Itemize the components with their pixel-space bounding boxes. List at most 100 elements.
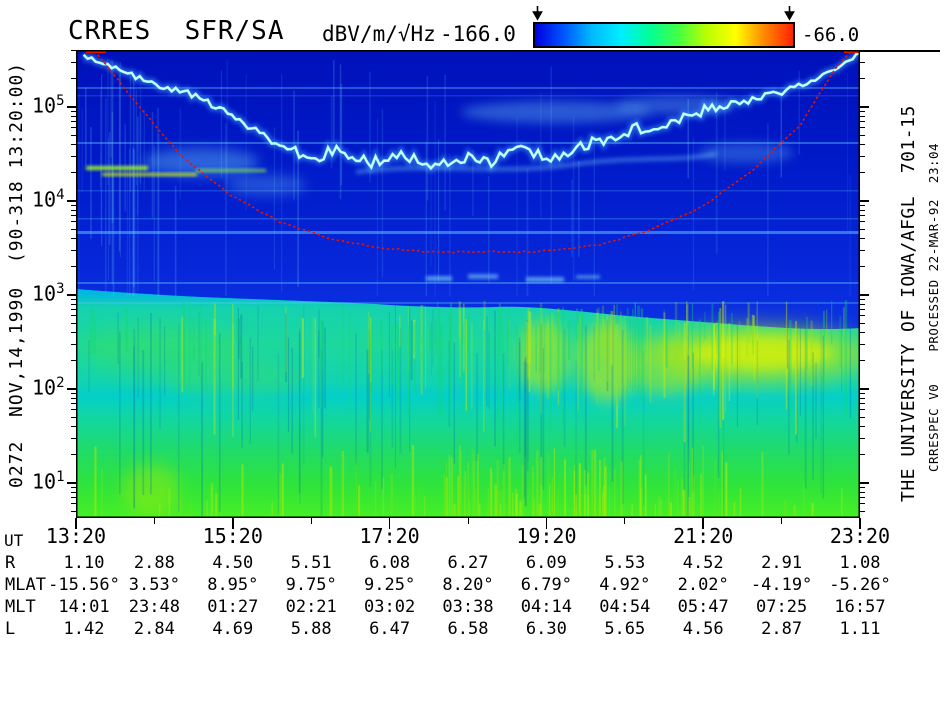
ephemeris-value: 2.88 xyxy=(133,553,175,573)
ephemeris-value: 07:25 xyxy=(756,597,808,617)
y-major-tick xyxy=(860,388,869,390)
y-major-tick xyxy=(67,294,76,296)
y-axis-tick-label: 105 xyxy=(32,93,65,118)
y-minor-tick xyxy=(860,503,865,505)
y-minor-tick xyxy=(71,228,76,230)
y-minor-tick xyxy=(860,78,865,80)
y-minor-tick xyxy=(860,437,865,439)
y-minor-tick xyxy=(860,155,865,157)
y-minor-tick xyxy=(71,343,76,345)
ephemeris-value: 4.69 xyxy=(212,619,254,639)
y-minor-tick xyxy=(71,454,76,456)
ephemeris-value: 3.53° xyxy=(128,575,180,595)
y-minor-tick xyxy=(71,221,76,223)
y-major-tick xyxy=(860,294,869,296)
y-minor-tick xyxy=(860,121,865,123)
x-major-tick xyxy=(859,518,861,529)
y-minor-tick xyxy=(71,303,76,305)
ephemeris-value: 04:14 xyxy=(520,597,572,617)
y-minor-tick xyxy=(71,49,76,51)
upper-striation-texture xyxy=(78,58,860,296)
plot-frame xyxy=(76,50,860,518)
y-axis-tick-label: 102 xyxy=(32,375,65,400)
ephemeris-value: 1.42 xyxy=(63,619,105,639)
y-minor-tick xyxy=(71,61,76,63)
ephemeris-row-label: R xyxy=(5,553,16,573)
y-minor-tick xyxy=(71,416,76,418)
x-axis-name: UT xyxy=(4,531,24,550)
y-minor-tick xyxy=(860,343,865,345)
x-major-tick xyxy=(545,518,548,529)
y-axis-tick-label: 103 xyxy=(32,281,65,306)
y-minor-tick xyxy=(860,237,865,239)
y-minor-tick xyxy=(71,115,76,117)
y-major-tick xyxy=(860,482,869,484)
y-minor-tick xyxy=(71,486,76,488)
ephemeris-value: 2.02° xyxy=(677,575,729,595)
y-minor-tick xyxy=(71,209,76,211)
y-minor-tick xyxy=(71,315,76,317)
y-minor-tick xyxy=(860,298,865,300)
ephemeris-value: 6.09 xyxy=(525,553,567,573)
y-minor-tick xyxy=(71,298,76,300)
ephemeris-value: 6.30 xyxy=(525,619,567,639)
y-minor-tick xyxy=(71,409,76,411)
y-minor-tick xyxy=(860,266,865,268)
y-minor-tick xyxy=(860,143,865,145)
y-minor-tick xyxy=(71,491,76,493)
y-minor-tick xyxy=(860,110,865,112)
y-major-tick xyxy=(67,388,76,390)
ephemeris-value: 4.92° xyxy=(599,575,651,595)
x-axis-tick-label: 23:20 xyxy=(829,524,891,548)
y-minor-tick xyxy=(71,437,76,439)
y-minor-tick xyxy=(71,403,76,405)
y-minor-tick xyxy=(71,360,76,362)
x-axis-tick-label: 19:20 xyxy=(516,524,577,548)
ephemeris-value: 2.91 xyxy=(761,553,803,573)
y-minor-tick xyxy=(860,215,865,217)
horizontal-streaks xyxy=(76,87,860,304)
orbit-date-label: 0272 NOV,14,1990 (90-318 13:20:00) xyxy=(6,61,27,488)
ephemeris-value: 9.75° xyxy=(285,575,337,595)
ephemeris-value: 2.87 xyxy=(761,619,803,639)
ephemeris-value: 1.10 xyxy=(63,553,105,573)
ephemeris-value: 04:54 xyxy=(599,597,651,617)
ephemeris-value: 5.51 xyxy=(290,553,332,573)
ephemeris-value: 6.27 xyxy=(447,553,489,573)
y-minor-tick xyxy=(71,143,76,145)
ephemeris-value: 1.08 xyxy=(839,553,881,573)
ephemeris-value: 14:01 xyxy=(58,597,110,617)
ephemeris-value: 6.08 xyxy=(369,553,411,573)
ephemeris-value: 1.11 xyxy=(839,619,881,639)
y-minor-tick xyxy=(860,172,865,174)
y-minor-tick xyxy=(71,397,76,399)
x-minor-tick xyxy=(624,518,626,524)
ephemeris-row-label: MLAT xyxy=(5,575,46,595)
x-major-tick xyxy=(232,518,234,529)
blue-background-region xyxy=(76,50,860,330)
ephemeris-value: 03:02 xyxy=(364,597,416,617)
uhr-emission-trace xyxy=(81,50,860,175)
y-minor-tick xyxy=(860,322,865,324)
x-axis-tick-label: 21:20 xyxy=(673,524,734,548)
x-major-tick xyxy=(702,518,704,529)
ephemeris-value: 8.95° xyxy=(207,575,259,595)
y-minor-tick xyxy=(860,409,865,411)
ephemeris-value: 03:38 xyxy=(442,597,494,617)
y-minor-tick xyxy=(860,416,865,418)
y-minor-tick xyxy=(860,309,865,311)
colorbar-min-value: -166.0 xyxy=(440,22,516,46)
ephemeris-value: 05:47 xyxy=(677,597,729,617)
ephemeris-value: 16:57 xyxy=(834,597,886,617)
y-major-tick xyxy=(67,106,76,108)
y-minor-tick xyxy=(860,331,865,333)
ephemeris-value: 6.58 xyxy=(447,619,489,639)
x-major-tick xyxy=(75,518,77,529)
x-axis-tick-label: 13:20 xyxy=(45,524,107,548)
colorbar-max-value: -66.0 xyxy=(802,24,860,46)
x-minor-tick xyxy=(781,518,783,524)
ephemeris-value: 4.52 xyxy=(682,553,724,573)
y-minor-tick xyxy=(71,266,76,268)
y-minor-tick xyxy=(860,315,865,317)
